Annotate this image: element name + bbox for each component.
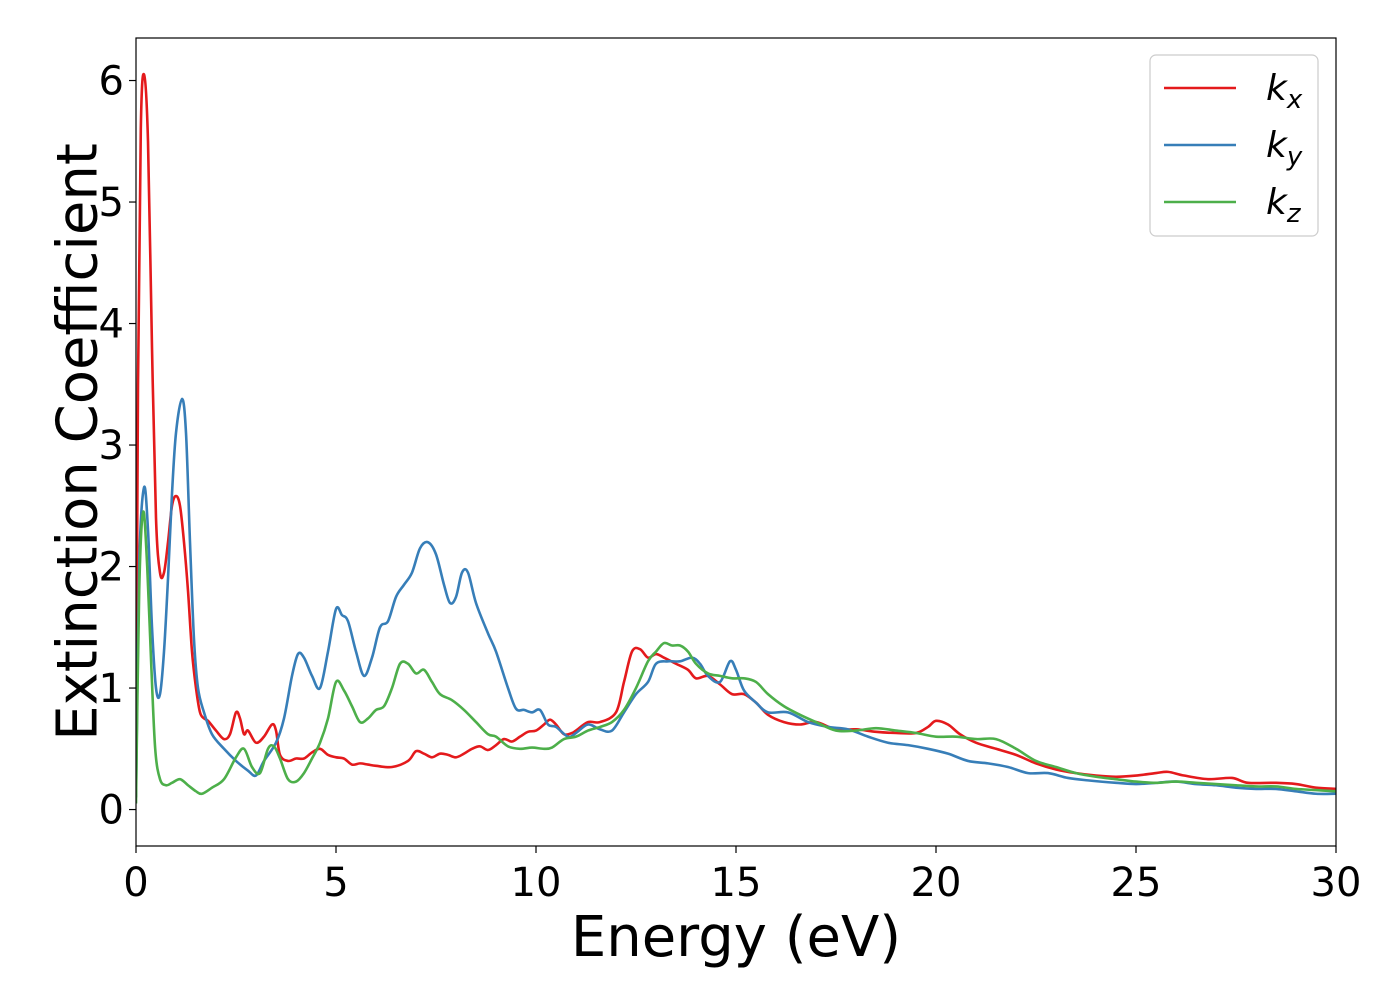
y-axis-label: Extinction Coefficient — [46, 143, 111, 741]
x-tick-label: 5 — [323, 860, 348, 906]
legend-label-y: ky — [1266, 125, 1303, 172]
y-tick-label: 5 — [99, 180, 124, 226]
x-tick-label: 0 — [123, 860, 148, 906]
series-line-ky — [136, 397, 1336, 798]
x-axis-label: Energy (eV) — [571, 905, 901, 970]
legend-label-z: kz — [1266, 182, 1302, 229]
y-tick-label: 0 — [99, 788, 124, 834]
y-tick-label: 4 — [99, 302, 124, 348]
x-tick-label: 10 — [511, 860, 562, 906]
y-axis: 0 1 2 3 4 5 6 — [99, 59, 136, 834]
series-layer — [136, 72, 1336, 804]
x-tick-label: 20 — [911, 860, 962, 906]
legend-label-x: kx — [1266, 68, 1303, 115]
y-tick-label: 1 — [99, 666, 124, 712]
x-tick-label: 30 — [1311, 860, 1362, 906]
legend: kx ky kz — [1149, 54, 1319, 237]
x-tick-label: 25 — [1111, 860, 1162, 906]
y-tick-label: 6 — [99, 59, 124, 105]
series-line-kx — [136, 72, 1336, 798]
x-axis: 0 5 10 15 20 25 30 — [123, 846, 1361, 906]
y-tick-label: 2 — [99, 545, 124, 591]
y-tick-label: 3 — [99, 423, 124, 469]
x-tick-label: 15 — [711, 860, 762, 906]
series-line-kz — [136, 510, 1336, 804]
